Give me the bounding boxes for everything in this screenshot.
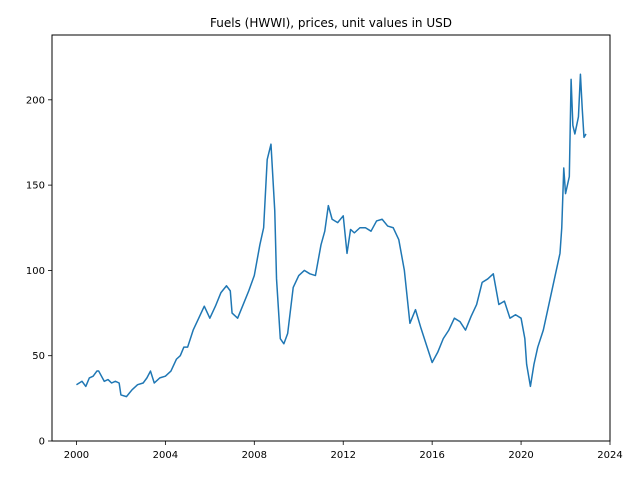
- x-tick-label: 2000: [64, 450, 89, 461]
- x-axis: 2000 2004 2008 2012 2016 2020 2024: [64, 441, 623, 461]
- y-tick-label: 200: [26, 95, 45, 106]
- y-tick-label: 100: [26, 266, 45, 277]
- series-line-0: [76, 73, 587, 398]
- plot-area: [76, 73, 587, 398]
- x-tick-label: 2024: [597, 450, 622, 461]
- plot-frame: [51, 34, 611, 442]
- y-tick-label: 50: [32, 351, 45, 362]
- x-tick-label: 2016: [419, 450, 444, 461]
- x-tick-label: 2004: [153, 450, 178, 461]
- x-tick-label: 2012: [331, 450, 356, 461]
- x-tick-label: 2020: [508, 450, 533, 461]
- y-axis: 0 50 100 150 200: [26, 95, 52, 448]
- chart-title: Fuels (HWWI), prices, unit values in USD: [210, 16, 452, 30]
- x-tick-label: 2008: [242, 450, 267, 461]
- y-tick-label: 150: [26, 181, 45, 192]
- y-tick-label: 0: [39, 437, 45, 448]
